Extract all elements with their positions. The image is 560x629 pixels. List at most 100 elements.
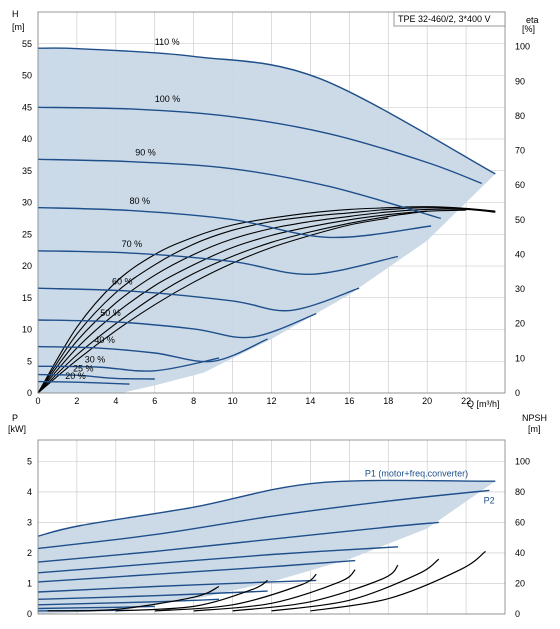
flow-axis-label-top: Q [m³/h] [467,399,500,409]
head-curve-9 [37,373,155,380]
head-x-tick-label: 10 [228,396,238,406]
head-curve-6 [37,312,317,339]
head-x-tick-label: 4 [113,396,118,406]
eta-y-tick-label: 90 [515,76,525,86]
eta-y-tick-label: 40 [515,249,525,259]
efficiency-curve-1 [37,207,496,394]
power-curve-0 [37,479,496,537]
power-y-tick-label: 1 [27,578,32,588]
speed-label: 40 % [94,335,115,345]
head-y-tick-label: 15 [22,293,32,303]
head-curve-5 [37,287,360,312]
efficiency-curve-3 [37,209,467,394]
eta-y-tick-label: 30 [515,284,525,294]
speed-label: 90 % [135,148,156,158]
power-curve-8 [37,605,155,610]
head-x-tick-label: 12 [266,396,276,406]
npsh-axis-label-unit: [m] [528,424,541,434]
head-axis-label-unit: [m] [12,22,25,32]
head-x-tick-label: 14 [305,396,315,406]
head-curve-10 [37,380,130,385]
power-y-tick-label: 3 [27,517,32,527]
speed-label: 70 % [122,239,143,249]
npsh-curve-4 [232,564,399,612]
power-curve-7 [37,598,220,606]
head-x-tick-label: 16 [344,396,354,406]
eta-y-tick-label: 0 [515,388,520,398]
p1-label: P1 (motor+freq.converter) [365,469,468,479]
power-axis-label-unit: [kW] [8,424,26,434]
eta-y-tick-label: 60 [515,180,525,190]
power-npsh-panel: P1 (motor+freq.converter) P2 0 1 2 3 4 5 0 20 40 6… [8,413,547,619]
npsh-axis-label-name: NPSH [522,413,547,423]
npsh-curve-1 [115,579,268,612]
head-x-tick-label: 6 [152,396,157,406]
head-y-tick-label: 20 [22,261,32,271]
head-curve-3 [37,206,432,239]
pump-title: TPE 32-460/2, 3*400 V [398,14,491,24]
npsh-y-tick-label: 60 [515,517,525,527]
power-plot-frame [37,439,506,615]
efficiency-curves [37,206,496,394]
power-curve-4 [37,559,356,583]
power-y-tick-label: 5 [27,456,32,466]
npsh-y-tick-label: 80 [515,487,525,497]
head-x-tick-label: 8 [191,396,196,406]
speed-label: 50 % [100,308,121,318]
head-x-tick-label: 2 [74,396,79,406]
eta-y-tick-label: 20 [515,319,525,329]
power-curve-5 [37,579,317,593]
npsh-y-tick-label: 40 [515,548,525,558]
npsh-curves [47,550,486,612]
speed-label: 20 % [65,371,86,381]
eta-y-tick-label: 70 [515,146,525,156]
power-operating-area [38,480,496,614]
eta-y-tick-label: 80 [515,111,525,121]
power-y-tick-label: 0 [27,609,32,619]
eta-axis-label-name: eta [526,15,539,25]
speed-label: 100 % [155,94,181,104]
npsh-y-tick-label: 0 [515,609,520,619]
speed-labels: 110 % 100 % 90 % 80 % 70 % 60 % 50 % 40 % 30 %25… [65,37,180,381]
speed-label: 80 % [129,196,150,206]
power-curve-3 [37,546,399,574]
npsh-curve-0 [47,585,220,612]
head-curve-4 [37,250,399,276]
power-curves: P1 (motor+freq.converter) P2 [37,469,496,612]
head-x-tick-label: 22 [461,396,471,406]
head-curve-7 [37,338,268,363]
head-curve-0 [37,47,496,175]
head-y-tick-label: 30 [22,198,32,208]
head-curve-1 [37,106,482,185]
npsh-curve-6 [310,550,486,612]
npsh-y-tick-label: 100 [515,456,530,466]
head-y-tick-label: 50 [22,71,32,81]
power-y-tick-label: 2 [27,548,32,558]
head-y-tick-label: 10 [22,325,32,335]
eta-axis-label-unit: [%] [522,24,535,34]
power-curve-2 [37,521,439,563]
head-curves [37,47,496,385]
power-y-tick-label: 4 [27,487,32,497]
speed-label: 110 % [155,37,180,47]
head-y-tick-label: 25 [22,229,32,239]
power-tick-labels: 0 1 2 3 4 5 0 20 40 60 80 100 [27,456,530,619]
eta-y-tick-label: 100 [515,42,530,52]
eta-y-tick-label: 50 [515,215,525,225]
head-y-tick-label: 35 [22,166,32,176]
npsh-curve-3 [193,569,356,612]
power-curve-6 [37,590,268,600]
head-y-tick-label: 5 [27,356,32,366]
power-curve-1 [37,489,490,550]
efficiency-curve-0 [37,206,496,394]
pump-title-box: TPE 32-460/2, 3*400 V [393,11,506,27]
power-axis-label-name: P [12,413,18,423]
speed-label: 60 % [112,276,133,286]
p2-label: P2 [484,495,495,505]
head-y-tick-label: 40 [22,134,32,144]
head-curve-2 [37,158,441,220]
eta-y-tick-label: 10 [515,353,525,363]
head-y-tick-label: 0 [27,388,32,398]
speed-label: 25 % [73,363,94,373]
